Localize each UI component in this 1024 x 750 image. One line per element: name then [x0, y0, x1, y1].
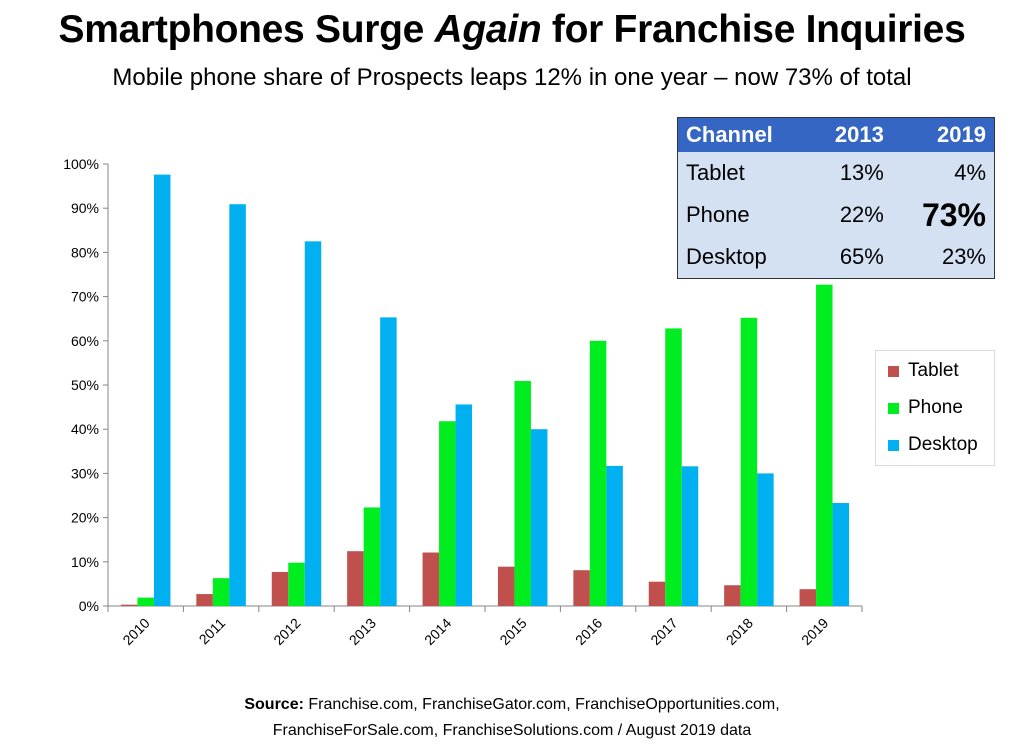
y-tick-label: 40%	[71, 421, 99, 437]
x-tick-label: 2012	[270, 615, 303, 648]
bar-desktop-2019	[832, 503, 850, 606]
y-tick-label: 50%	[71, 377, 99, 393]
table-cell: 13%	[839, 160, 884, 185]
legend-swatch-phone	[888, 402, 899, 414]
x-tick-label: 2011	[196, 615, 229, 648]
bar-phone-2019	[816, 284, 833, 606]
legend-label: Tablet	[908, 360, 959, 381]
table-header-row: Channel 2013 2019	[677, 117, 995, 152]
legend-item-phone: Phone	[888, 396, 963, 420]
title-part-3: for Franchise Inquiries	[541, 8, 966, 51]
x-tick-label: 2013	[346, 615, 379, 648]
bar-phone-2015	[514, 381, 531, 606]
y-tick-label: 0%	[79, 598, 99, 614]
chart-title: Smartphones Surge Again for Franchise In…	[0, 8, 1024, 52]
bar-tablet-2019	[799, 589, 817, 606]
table-cell: 22%	[839, 202, 884, 227]
table-row: Desktop 65% 23%	[678, 236, 995, 279]
legend-swatch-tablet	[888, 365, 899, 377]
bar-phone-2016	[589, 340, 607, 606]
table-header-2013: 2013	[809, 117, 892, 152]
bar-tablet-2013	[347, 551, 364, 606]
bar-tablet-2015	[497, 566, 515, 606]
table-cell: 23%	[941, 244, 986, 269]
table-cell: Tablet	[686, 160, 745, 185]
bar-desktop-2010	[153, 174, 171, 606]
legend-label: Phone	[908, 397, 963, 418]
legend-item-desktop: Desktop	[888, 433, 978, 457]
table-cell: 65%	[839, 244, 884, 269]
x-tick-label: 2016	[572, 615, 605, 648]
title-part-2: Again	[434, 8, 542, 51]
bar-tablet-2014	[422, 552, 440, 606]
y-tick-label: 20%	[71, 510, 99, 526]
bar-tablet-2016	[573, 570, 590, 606]
table-row: Phone 22% 73%	[678, 194, 995, 236]
bar-desktop-2017	[681, 466, 699, 606]
table-cell: 4%	[954, 160, 986, 185]
x-tick-label: 2017	[647, 615, 680, 648]
bar-tablet-2011	[196, 594, 213, 606]
legend-swatch-desktop	[888, 439, 899, 451]
x-tick-label: 2010	[119, 615, 152, 648]
x-tick-label: 2014	[421, 615, 454, 648]
bar-phone-2013	[363, 507, 381, 606]
bar-phone-2011	[212, 578, 230, 606]
bar-desktop-2016	[606, 465, 623, 606]
bar-desktop-2013	[380, 317, 397, 606]
bar-phone-2018	[740, 317, 758, 606]
bar-chart: 0% 10% 20% 30% 40% 50% 60% 70% 80% 90% 100% 2010 201…	[63, 156, 863, 648]
bar-desktop-2015	[530, 429, 548, 606]
bar-tablet-2010	[120, 604, 138, 606]
x-tick-label: 2015	[496, 615, 529, 648]
y-tick-label: 70%	[71, 289, 99, 305]
y-tick-label: 10%	[71, 554, 99, 570]
y-tick-label: 60%	[71, 333, 99, 349]
bar-phone-2014	[439, 421, 456, 606]
table-header-channel: Channel	[677, 117, 810, 152]
source-note: Source: Franchise.com, FranchiseGator.co…	[0, 692, 1024, 744]
table-cell-highlight: 73%	[921, 196, 986, 233]
source-line-2: FranchiseForSale.com, FranchiseSolutions…	[272, 722, 752, 739]
source-label: Source:	[244, 696, 304, 713]
y-tick-label: 80%	[71, 244, 99, 260]
table-cell: Desktop	[686, 244, 767, 269]
bar-desktop-2014	[455, 404, 473, 606]
bar-tablet-2017	[648, 581, 666, 606]
chart-subtitle: Mobile phone share of Prospects leaps 12…	[112, 64, 912, 91]
table-header-2019: 2019	[891, 117, 995, 152]
bar-phone-2010	[137, 597, 154, 606]
y-tick-label: 100%	[63, 156, 99, 172]
x-tick-label: 2018	[723, 615, 756, 648]
y-tick-label: 30%	[71, 465, 99, 481]
bar-phone-2017	[665, 328, 682, 606]
legend-label: Desktop	[908, 434, 978, 455]
bar-phone-2012	[288, 562, 305, 606]
x-tick-label: 2019	[798, 615, 831, 648]
bar-desktop-2018	[757, 473, 774, 606]
bar-desktop-2011	[229, 204, 246, 607]
y-tick-label: 90%	[71, 200, 99, 216]
title-part-1: Smartphones Surge	[58, 8, 435, 51]
table-cell: Phone	[686, 202, 750, 227]
channel-summary-table: Channel 2013 2019 Tablet 13% 4% Phone 22…	[677, 117, 995, 279]
bar-tablet-2012	[271, 571, 289, 606]
source-line-1: Franchise.com, FranchiseGator.com, Franc…	[303, 696, 780, 713]
table-row: Tablet 13% 4%	[678, 152, 995, 194]
legend-item-tablet: Tablet	[888, 359, 959, 383]
chart-legend: Tablet Phone Desktop	[875, 350, 995, 466]
bar-desktop-2012	[304, 241, 322, 606]
bar-tablet-2018	[724, 585, 741, 606]
